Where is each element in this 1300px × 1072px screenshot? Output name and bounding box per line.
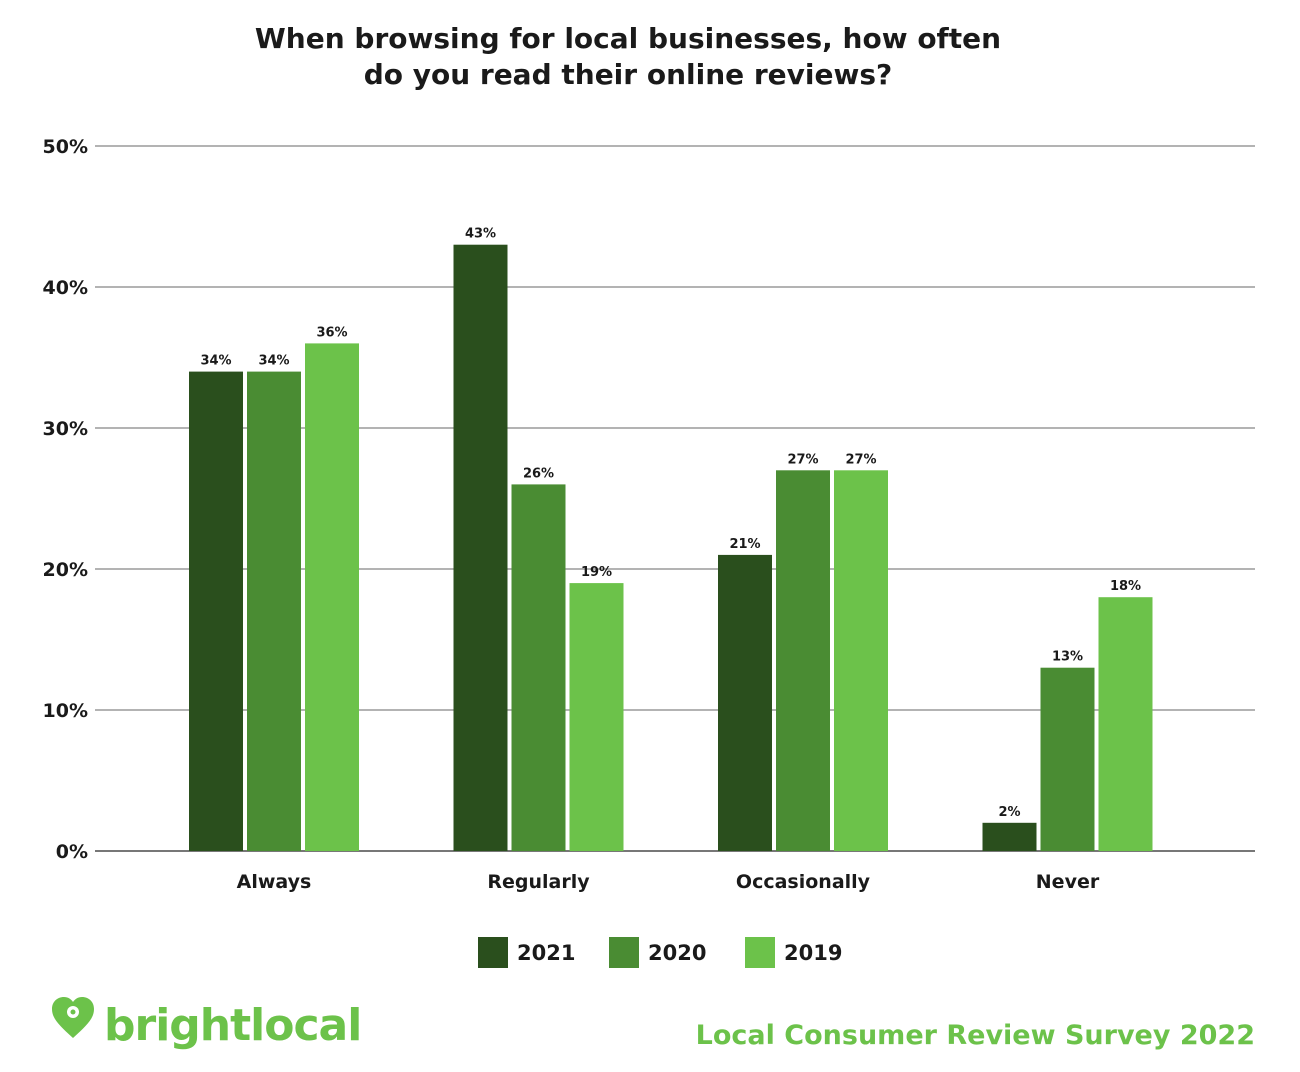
bar-never-2020: [1040, 667, 1095, 851]
bar-occasionally-2021: [718, 554, 772, 851]
brand-logo: brightlocal: [52, 997, 362, 1051]
chart-title-line-1: When browsing for local businesses, how …: [255, 22, 1001, 55]
legend-swatch-2019: [745, 937, 775, 968]
bar-always-2019: [305, 343, 359, 851]
bar-occasionally-2020: [776, 470, 830, 851]
data-label: 26%: [523, 466, 554, 481]
bar-regularly-2019: [569, 583, 624, 851]
x-category-label: Occasionally: [736, 871, 871, 893]
y-tick-label: 0%: [56, 841, 88, 863]
y-tick-label: 50%: [43, 136, 88, 158]
data-label: 19%: [581, 565, 612, 580]
bars: 34% 34% 36% 43% 26% 19% 21% 27% 27% 2% 13% 18%: [189, 227, 1153, 851]
y-axis: 0% 10% 20% 30% 40% 50%: [43, 136, 88, 863]
y-tick-label: 40%: [43, 277, 88, 299]
x-category-label: Always: [237, 871, 312, 893]
y-tick-label: 30%: [43, 418, 88, 440]
data-label: 13%: [1052, 650, 1083, 665]
bar-always-2020: [247, 371, 301, 851]
y-tick-label: 20%: [43, 559, 88, 581]
data-label: 21%: [729, 537, 760, 552]
heart-pin-icon: [52, 997, 94, 1038]
legend-label: 2021: [517, 941, 575, 965]
legend: 2021 2020 2019: [478, 937, 842, 968]
legend-label: 2020: [648, 941, 706, 965]
data-label: 36%: [316, 325, 347, 340]
bar-occasionally-2019: [834, 470, 888, 851]
data-label: 34%: [258, 354, 289, 369]
legend-swatch-2021: [478, 937, 508, 968]
data-label: 43%: [465, 227, 496, 242]
bar-regularly-2020: [511, 484, 566, 851]
brand-name: brightlocal: [104, 1000, 361, 1051]
x-category-label: Regularly: [487, 871, 590, 893]
data-label: 27%: [787, 452, 818, 467]
data-label: 34%: [200, 354, 231, 369]
bar-always-2021: [189, 371, 243, 851]
x-axis: Always Regularly Occasionally Never: [237, 871, 1100, 893]
bar-never-2019: [1098, 597, 1153, 851]
bar-regularly-2021: [453, 244, 508, 851]
legend-swatch-2020: [609, 937, 639, 968]
bar-never-2021: [982, 822, 1037, 851]
chart-title-line-2: do you read their online reviews?: [364, 58, 893, 91]
data-label: 2%: [998, 805, 1020, 820]
x-category-label: Never: [1036, 871, 1100, 893]
legend-label: 2019: [784, 941, 842, 965]
data-label: 27%: [845, 452, 876, 467]
chart-title: When browsing for local businesses, how …: [255, 22, 1001, 91]
survey-title: Local Consumer Review Survey 2022: [696, 1020, 1255, 1051]
y-tick-label: 10%: [43, 700, 88, 722]
data-label: 18%: [1110, 579, 1141, 594]
